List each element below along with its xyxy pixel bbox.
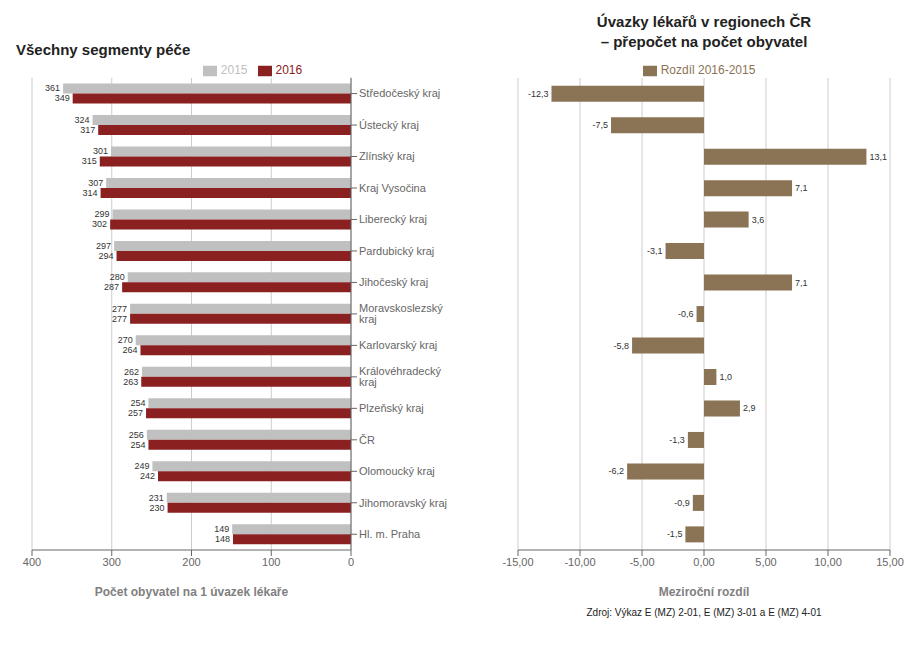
svg-text:263: 263 <box>123 377 138 387</box>
svg-text:231: 231 <box>149 493 164 503</box>
svg-text:13,1: 13,1 <box>869 152 887 162</box>
svg-text:Kraj Vysočina: Kraj Vysočina <box>359 182 427 194</box>
svg-text:Karlovarský kraj: Karlovarský kraj <box>359 339 437 351</box>
html-text:Úvazky lékařů v regionech ČR: Úvazky lékařů v regionech ČR <box>596 13 812 30</box>
svg-text:230: 230 <box>150 503 165 513</box>
svg-text:-3,1: -3,1 <box>647 246 663 256</box>
svg-text:-10,00: -10,00 <box>564 556 595 568</box>
svg-text:Meziroční rozdíl: Meziroční rozdíl <box>659 585 750 599</box>
svg-text:Pardubický kraj: Pardubický kraj <box>359 245 434 257</box>
svg-text:Královéhradeckýkraj: Královéhradeckýkraj <box>359 365 441 388</box>
svg-text:314: 314 <box>83 188 98 198</box>
svg-text:Jihomoravský kraj: Jihomoravský kraj <box>359 497 447 509</box>
svg-text:Jihočeský kraj: Jihočeský kraj <box>359 276 428 288</box>
svg-text:15,00: 15,00 <box>876 556 904 568</box>
svg-text:ČR: ČR <box>359 434 375 446</box>
svg-text:280: 280 <box>110 272 125 282</box>
svg-text:10,00: 10,00 <box>814 556 842 568</box>
html-text:Všechny segmenty péče: Všechny segmenty péče <box>16 41 191 58</box>
svg-text:0,00: 0,00 <box>693 556 714 568</box>
svg-text:7,1: 7,1 <box>795 183 808 193</box>
svg-text:361: 361 <box>45 83 60 93</box>
svg-text:200: 200 <box>182 556 200 568</box>
svg-text:315: 315 <box>82 156 97 166</box>
svg-text:297: 297 <box>96 241 111 251</box>
svg-text:299: 299 <box>95 209 110 219</box>
svg-text:264: 264 <box>122 345 137 355</box>
svg-text:Středočeský kraj: Středočeský kraj <box>359 87 440 99</box>
svg-text:349: 349 <box>55 93 70 103</box>
svg-text:5,00: 5,00 <box>755 556 776 568</box>
svg-text:149: 149 <box>214 524 229 534</box>
svg-text:257: 257 <box>128 408 143 418</box>
svg-text:-0,6: -0,6 <box>678 309 694 319</box>
svg-text:-1,3: -1,3 <box>669 435 685 445</box>
svg-text:Plzeňský kraj: Plzeňský kraj <box>359 402 424 414</box>
svg-text:3,6: 3,6 <box>752 215 765 225</box>
svg-text:Moravskoslezskýkraj: Moravskoslezskýkraj <box>359 302 443 325</box>
svg-text:-0,9: -0,9 <box>674 498 690 508</box>
html-text:2016: 2016 <box>275 63 303 77</box>
html-text:Zdroj: Výkaz E (MZ) 2-01, E (M: Zdroj: Výkaz E (MZ) 2-01, E (MZ) 3-01 a … <box>586 607 822 618</box>
svg-text:-1,5: -1,5 <box>667 529 683 539</box>
html-text:– přepočet na počet obyvatel: – přepočet na počet obyvatel <box>600 33 808 50</box>
svg-text:Hl. m. Praha: Hl. m. Praha <box>359 528 421 540</box>
svg-text:301: 301 <box>93 146 108 156</box>
svg-text:-12,3: -12,3 <box>528 89 549 99</box>
svg-text:277: 277 <box>112 314 127 324</box>
svg-text:148: 148 <box>215 534 230 544</box>
svg-text:Olomoucký kraj: Olomoucký kraj <box>359 465 435 477</box>
svg-text:277: 277 <box>112 304 127 314</box>
svg-text:287: 287 <box>104 282 119 292</box>
svg-text:100: 100 <box>262 556 280 568</box>
svg-text:-5,8: -5,8 <box>614 341 630 351</box>
html-text:2015: 2015 <box>220 63 248 77</box>
svg-text:262: 262 <box>124 367 139 377</box>
svg-text:-5,00: -5,00 <box>629 556 654 568</box>
svg-text:Liberecký kraj: Liberecký kraj <box>359 213 427 225</box>
svg-text:-15,00: -15,00 <box>502 556 533 568</box>
svg-text:270: 270 <box>118 335 133 345</box>
svg-text:1,0: 1,0 <box>719 372 732 382</box>
svg-text:7,1: 7,1 <box>795 278 808 288</box>
svg-text:242: 242 <box>140 471 155 481</box>
svg-text:-6,2: -6,2 <box>609 466 625 476</box>
svg-text:400: 400 <box>23 556 41 568</box>
svg-text:Ústecký kraj: Ústecký kraj <box>359 119 419 131</box>
svg-text:Zlínský kraj: Zlínský kraj <box>359 150 415 162</box>
svg-text:2,9: 2,9 <box>743 403 756 413</box>
svg-text:-7,5: -7,5 <box>592 120 608 130</box>
svg-text:254: 254 <box>130 440 145 450</box>
svg-text:256: 256 <box>129 430 144 440</box>
svg-text:324: 324 <box>75 115 90 125</box>
svg-text:Počet obyvatel na 1 úvazek lék: Počet obyvatel na 1 úvazek lékaře <box>95 585 289 599</box>
svg-text:317: 317 <box>80 125 95 135</box>
svg-text:294: 294 <box>99 251 114 261</box>
svg-text:249: 249 <box>134 461 149 471</box>
html-text:Rozdíl 2016-2015: Rozdíl 2016-2015 <box>660 63 756 77</box>
svg-text:254: 254 <box>130 398 145 408</box>
svg-text:302: 302 <box>92 219 107 229</box>
svg-text:307: 307 <box>88 178 103 188</box>
svg-text:0: 0 <box>348 556 354 568</box>
svg-text:300: 300 <box>103 556 121 568</box>
